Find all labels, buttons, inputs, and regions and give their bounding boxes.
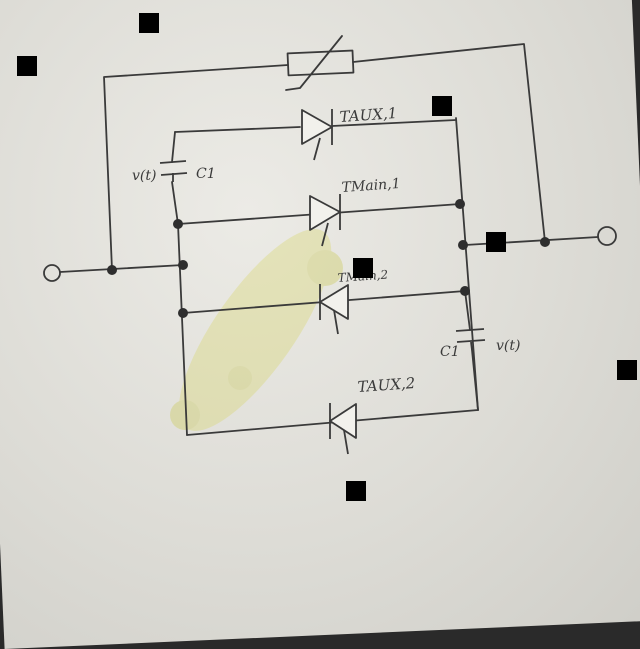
occlusion-square [486,232,506,252]
junction-dot [173,219,183,229]
varistor-arrow [285,35,343,91]
label-c1-right: C1 [440,344,460,360]
junction-dot [455,199,465,209]
junction-dot [460,286,470,296]
thyristor-t-aux-2 [329,403,357,455]
label-c1-left: C1 [196,166,216,182]
occlusion-square [17,56,37,76]
capacitor-left [159,160,188,182]
junction-dot [178,308,188,318]
paper-stain [170,229,343,431]
occlusion-square [353,258,373,278]
thyristor-t-main-1 [309,194,341,247]
terminal-right-icon [597,226,617,246]
wire-aux1-right [331,119,457,127]
wire-aux1-left [174,126,301,133]
junction-dot [540,237,550,247]
label-vt-left: v(t) [132,168,156,184]
occlusion-square [617,360,637,380]
occlusion-square [139,13,159,33]
varistor-body [286,49,355,77]
rail-right [455,117,479,411]
thyristor-t-main-2 [319,284,349,335]
label-t-main-1: TMain,1 [341,176,401,196]
wire-varistor-branch [103,64,289,271]
junction-dot [458,240,468,250]
junction-dot [178,260,188,270]
wire-input [59,264,184,273]
thyristor-t-aux-1 [301,109,333,161]
wire-cap-right-bottom [471,349,479,411]
label-t-aux-2: TAUX,2 [357,374,416,396]
capacitor-right [455,328,486,351]
occlusion-square [346,481,366,501]
wire-cap-left [171,131,176,163]
junction-dot [107,265,117,275]
wire-output [464,236,599,246]
terminal-left-icon [43,264,61,282]
wire-varistor-branch-right [352,43,546,243]
wire-cap-right-top [464,290,471,331]
rail-left [177,223,188,436]
label-t-aux-1: TAUX,1 [339,104,398,126]
occlusion-square [432,96,452,116]
wire-cap-left-bottom [171,181,179,225]
label-vt-right: v(t) [496,338,520,354]
